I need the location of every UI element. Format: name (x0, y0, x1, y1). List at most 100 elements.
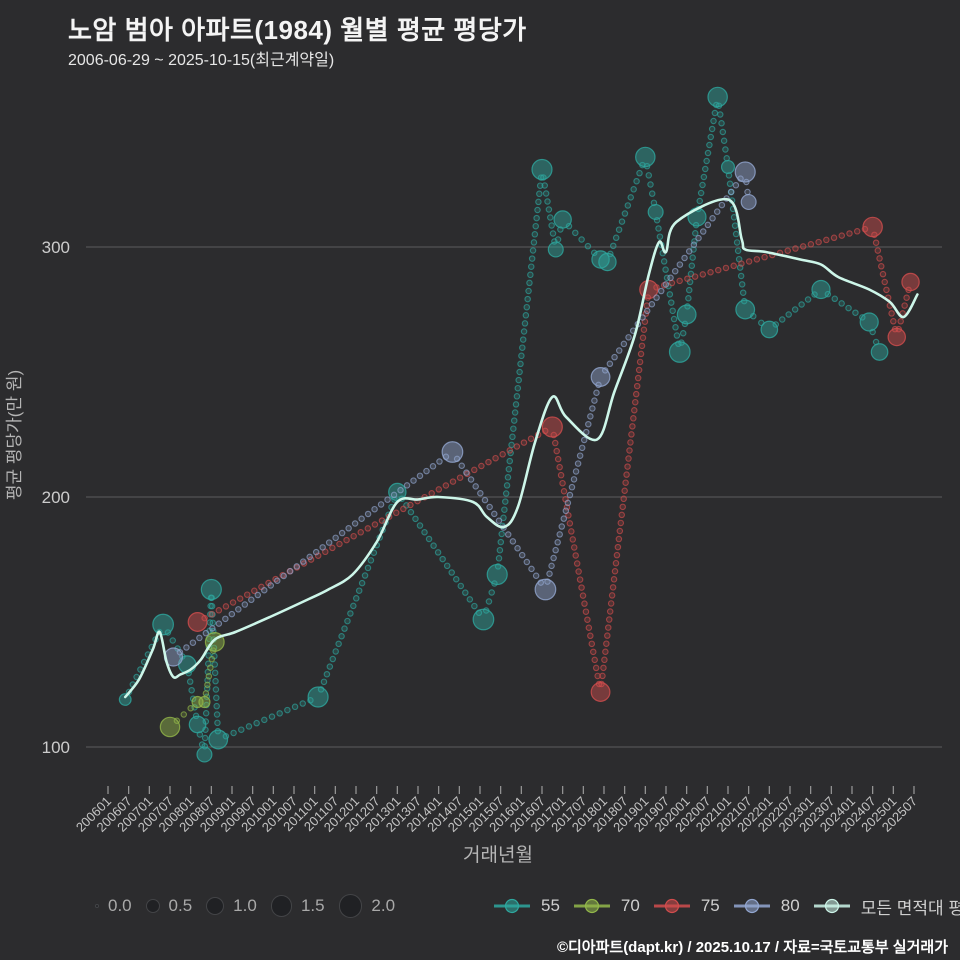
connector-dot (620, 340, 628, 348)
average-line (123, 197, 919, 699)
data-bubble[interactable] (441, 441, 464, 463)
connector-dot (443, 562, 451, 570)
data-bubble[interactable] (887, 327, 907, 347)
connector-dot (384, 496, 391, 503)
data-bubble[interactable] (200, 578, 222, 601)
connector-dot (612, 234, 620, 242)
connector-dot (416, 522, 424, 529)
legend-item-55[interactable]: 55 (492, 896, 560, 916)
data-bubble[interactable] (198, 695, 211, 709)
connector-dot (213, 694, 220, 702)
connector-dot (222, 615, 229, 623)
size-legend-dot (95, 904, 99, 908)
data-bubble[interactable] (870, 343, 889, 361)
connector-dot (616, 527, 624, 535)
connector-dot (299, 558, 307, 565)
legend-item-모든 면적대 평균값[interactable]: 모든 면적대 평균값 (812, 894, 960, 919)
data-bubble[interactable] (187, 612, 208, 632)
data-bubble[interactable] (740, 193, 757, 211)
connector-dot (533, 214, 540, 222)
data-bubble[interactable] (635, 146, 656, 168)
connector-dot (632, 398, 639, 406)
connector-dot (901, 302, 908, 309)
data-bubble[interactable] (188, 715, 207, 734)
connector-dot (378, 517, 386, 524)
connector-dot (582, 608, 590, 615)
connector-dot (400, 505, 407, 513)
connector-dot (573, 560, 581, 567)
connector-dot (622, 479, 629, 486)
connector-dot (509, 538, 517, 545)
data-bubble[interactable] (547, 241, 564, 258)
data-bubble[interactable] (862, 216, 883, 238)
connector-dot (585, 420, 592, 428)
data-bubble[interactable] (676, 304, 697, 325)
connector-dot (715, 266, 722, 274)
connector-dot (547, 214, 554, 221)
data-bubble[interactable] (553, 210, 572, 229)
connector-dot (726, 180, 734, 188)
connector-dot (574, 460, 582, 467)
connector-dot (423, 467, 430, 475)
legend-item-80[interactable]: 80 (732, 896, 800, 916)
legend-label: 80 (780, 896, 800, 915)
data-bubble[interactable] (707, 86, 728, 108)
data-bubble[interactable] (208, 729, 229, 750)
data-bubble[interactable] (118, 693, 132, 706)
connector-dot (212, 686, 220, 693)
connector-dot (208, 655, 216, 663)
connector-dot (344, 617, 351, 625)
connector-dot (700, 173, 708, 181)
connector-dot (584, 616, 591, 623)
data-bubble[interactable] (196, 746, 213, 763)
connector-dot (205, 673, 213, 680)
connector-dot (709, 215, 716, 222)
data-bubble[interactable] (534, 578, 557, 601)
connector-dot (495, 517, 503, 524)
connector-dot (673, 332, 681, 339)
data-bubble[interactable] (811, 279, 831, 300)
connector-dot (592, 664, 600, 672)
connector-dot (403, 482, 411, 489)
connector-dot (320, 678, 328, 686)
connector-dot (699, 271, 707, 278)
connector-dot (554, 539, 561, 546)
connector-dot (293, 563, 300, 570)
data-bubble[interactable] (307, 686, 329, 708)
connector-dot (497, 538, 505, 546)
legend-item-75[interactable]: 75 (652, 896, 720, 916)
data-bubble[interactable] (735, 299, 756, 320)
data-bubble[interactable] (859, 312, 879, 332)
data-bubble[interactable] (472, 608, 495, 631)
data-bubble[interactable] (668, 341, 691, 363)
connector-dot (429, 463, 437, 470)
connector-dot (527, 263, 535, 270)
connector-dot (261, 587, 268, 594)
data-bubble[interactable] (647, 203, 664, 221)
connector-dot (562, 507, 570, 515)
data-bubble[interactable] (734, 161, 756, 183)
data-bubble[interactable] (152, 613, 174, 636)
connector-dot (798, 301, 805, 308)
connector-dot (329, 655, 337, 663)
connector-dot (635, 366, 643, 374)
data-bubble[interactable] (159, 716, 181, 738)
data-bubble[interactable] (590, 367, 611, 387)
connector-dot (645, 172, 653, 179)
connector-dot (613, 551, 621, 559)
connector-dot (897, 318, 904, 325)
legend-item-70[interactable]: 70 (572, 896, 640, 916)
data-bubble[interactable] (531, 158, 553, 181)
connector-dot (548, 222, 555, 229)
data-bubble[interactable] (541, 416, 563, 438)
y-tick-label: 200 (42, 488, 70, 507)
data-bubble[interactable] (598, 252, 617, 272)
data-bubble[interactable] (590, 682, 611, 702)
data-bubble[interactable] (687, 207, 707, 227)
data-bubble[interactable] (720, 159, 736, 175)
connector-dot (576, 576, 584, 583)
data-bubble[interactable] (760, 320, 779, 339)
data-bubble[interactable] (901, 272, 920, 292)
data-bubble[interactable] (486, 563, 508, 586)
